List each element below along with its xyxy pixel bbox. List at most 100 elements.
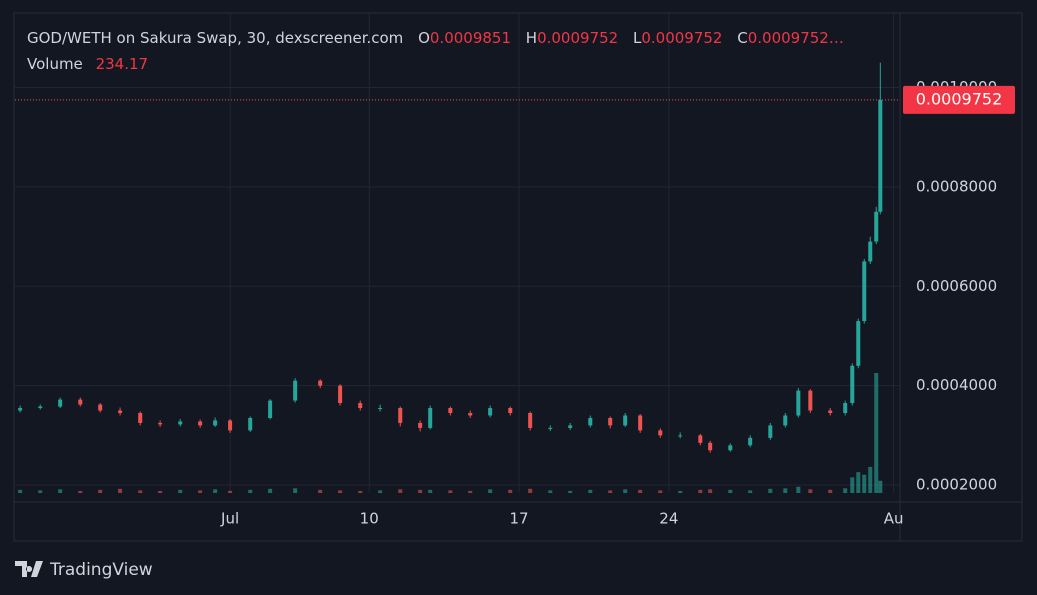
volume-bar (588, 489, 593, 493)
candle-body (228, 420, 233, 431)
volume-bar (138, 490, 143, 493)
candle-body (448, 408, 453, 414)
candle-body (358, 403, 363, 409)
volume-bar (856, 472, 861, 493)
candle-body (862, 261, 867, 322)
volume-bar (318, 489, 323, 493)
candle-body (608, 417, 613, 426)
x-tick-label: 17 (509, 510, 528, 528)
y-tick-label: 0.0006000 (916, 277, 997, 295)
chart-frame (13, 12, 1023, 542)
candle-body (548, 427, 553, 429)
volume-bar (748, 490, 753, 493)
volume-value: 234.17 (96, 55, 149, 73)
volume-bar (248, 489, 253, 493)
x-tick-label: Au (884, 510, 904, 528)
volume-bar (38, 490, 43, 493)
candle-body (828, 410, 833, 414)
volume-bar (678, 490, 683, 493)
brand-name: TradingView (49, 560, 153, 580)
volume-bar (768, 488, 773, 493)
volume-bar (783, 488, 788, 493)
volume-bar (638, 489, 643, 493)
candle-body (568, 425, 573, 428)
volume-bar (508, 489, 513, 493)
candle-body (38, 406, 43, 409)
volume-bars (18, 373, 883, 493)
candle-body (850, 365, 855, 404)
volume-bar (658, 490, 663, 493)
c-label: C (737, 29, 747, 47)
grid (15, 14, 900, 493)
candle-body (18, 408, 23, 411)
volume-bar (868, 466, 873, 493)
candle-body (293, 380, 298, 401)
candle-body (158, 422, 163, 425)
candle-body (783, 415, 788, 426)
volume-bar (228, 490, 233, 493)
candle-body (728, 445, 733, 451)
candle-body (508, 408, 513, 414)
volume-bar (378, 490, 383, 493)
volume-bar (608, 490, 613, 493)
candle-body (623, 415, 628, 426)
candle-body (748, 437, 753, 446)
o-label: O (418, 29, 430, 47)
volume-bar (850, 477, 855, 493)
y-tick-label: 0.0002000 (916, 476, 997, 494)
volume-bar (488, 489, 493, 493)
h-label: H (526, 29, 537, 47)
brand: TradingView (15, 560, 153, 580)
candle-body (378, 408, 383, 410)
x-tick-label: 24 (659, 510, 678, 528)
candles (18, 62, 883, 453)
volume-bar (728, 489, 733, 493)
candle-body (213, 420, 218, 426)
candle-body (874, 211, 879, 242)
candle-body (528, 413, 533, 428)
candle-body (588, 417, 593, 426)
volume-bar (198, 490, 203, 493)
volume-bar (418, 489, 423, 493)
volume-bar (548, 490, 553, 493)
candle-body (638, 415, 643, 431)
y-tick-label: 0.0008000 (916, 177, 997, 195)
brand-logo (15, 561, 43, 577)
volume-bar (213, 489, 218, 493)
candle-body (678, 435, 683, 437)
x-tick-label: 10 (360, 510, 379, 528)
volume-bar (862, 474, 867, 493)
volume-bar (18, 489, 23, 493)
candle-body (178, 421, 183, 425)
volume-bar (293, 488, 298, 493)
candle-body (808, 390, 813, 411)
volume-bar (623, 489, 628, 493)
candle-body (428, 408, 433, 428)
volume-bar (698, 489, 703, 493)
candle-body (796, 390, 801, 416)
x-tick-label: Jul (220, 510, 239, 528)
candle-body (58, 399, 63, 407)
volume-bar (874, 373, 879, 493)
candle-body (98, 404, 103, 411)
candle-body (658, 430, 663, 436)
volume-bar (878, 480, 883, 493)
volume-bar (828, 489, 833, 493)
volume-bar (708, 489, 713, 493)
volume-bar (58, 489, 63, 493)
candle-body (78, 399, 83, 405)
candle-body (878, 99, 883, 212)
candle-body (418, 422, 423, 428)
volume-bar (338, 490, 343, 493)
volume-bar (843, 488, 848, 493)
candle-body (856, 321, 861, 366)
candle-body (698, 435, 703, 443)
volume-bar (796, 486, 801, 493)
volume-bar (118, 488, 123, 493)
header-title: GOD/WETH on Sakura Swap, 30, dexscreener… (27, 29, 403, 47)
candle-body (398, 408, 403, 423)
volume-bar (98, 489, 103, 493)
o-value: 0.0009851 (430, 29, 511, 47)
